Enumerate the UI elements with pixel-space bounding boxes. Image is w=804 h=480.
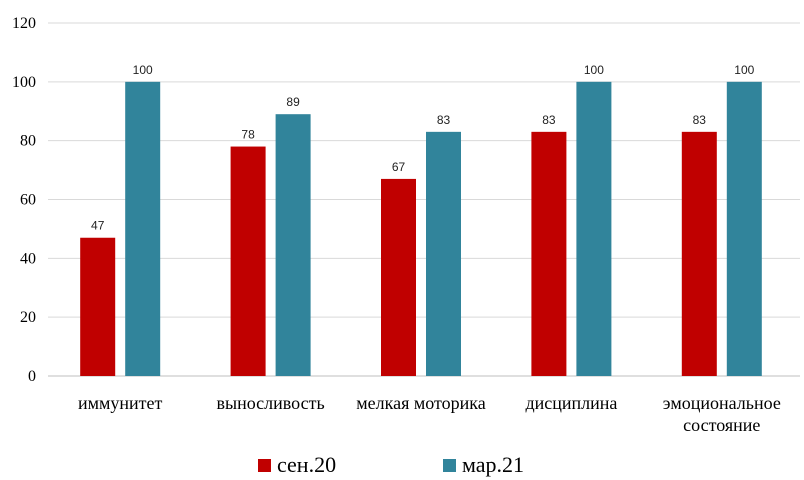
y-tick-label: 0 xyxy=(28,368,36,385)
legend-swatch-series-1 xyxy=(258,458,271,472)
legend: сен.20 мар.21 xyxy=(0,452,804,480)
bars xyxy=(80,81,762,377)
data-label: 78 xyxy=(241,128,255,142)
bar xyxy=(230,146,266,376)
bar xyxy=(275,114,311,377)
legend-swatch-series-2 xyxy=(443,458,456,472)
y-axis-ticks: 0 20 40 60 80 100 120 xyxy=(12,15,36,385)
x-tick-label: выносливость xyxy=(217,393,325,413)
bar xyxy=(426,131,461,376)
bar xyxy=(681,131,717,376)
x-tick-label: эмоциональное xyxy=(663,393,781,413)
data-label: 100 xyxy=(734,63,754,77)
legend-item-series-2: мар.21 xyxy=(443,452,524,478)
legend-label-series-2: мар.21 xyxy=(462,452,525,477)
y-tick-label: 60 xyxy=(20,192,36,209)
data-label: 89 xyxy=(286,95,300,109)
legend-item-series-1: сен.20 xyxy=(258,452,336,478)
y-tick-label: 40 xyxy=(20,250,36,267)
data-label: 100 xyxy=(133,63,153,77)
data-label: 100 xyxy=(584,63,604,77)
y-tick-label: 120 xyxy=(12,15,36,32)
gridlines xyxy=(48,22,800,377)
x-tick-label: мелкая моторика xyxy=(356,393,485,413)
x-tick-label: состояние xyxy=(683,415,760,435)
legend-label-series-1: сен.20 xyxy=(277,452,337,477)
data-label: 83 xyxy=(542,113,556,127)
x-axis-categories: иммунитет выносливость мелкая моторика дисц… xyxy=(78,393,781,435)
x-tick-label: иммунитет xyxy=(78,393,163,413)
bar xyxy=(576,81,612,376)
y-tick-label: 20 xyxy=(20,309,36,326)
bar xyxy=(381,178,416,376)
y-tick-label: 100 xyxy=(12,74,36,91)
bar xyxy=(726,81,762,376)
y-tick-label: 80 xyxy=(20,133,36,150)
data-label: 83 xyxy=(693,113,707,127)
bar xyxy=(531,131,567,376)
data-labels: 47 100 78 89 67 83 83 100 83 100 xyxy=(91,63,755,233)
bar xyxy=(125,81,161,376)
x-tick-label: дисциплина xyxy=(525,393,617,413)
bar xyxy=(80,237,116,376)
data-label: 47 xyxy=(91,219,105,233)
data-label: 83 xyxy=(437,113,451,127)
data-label: 67 xyxy=(392,160,406,174)
